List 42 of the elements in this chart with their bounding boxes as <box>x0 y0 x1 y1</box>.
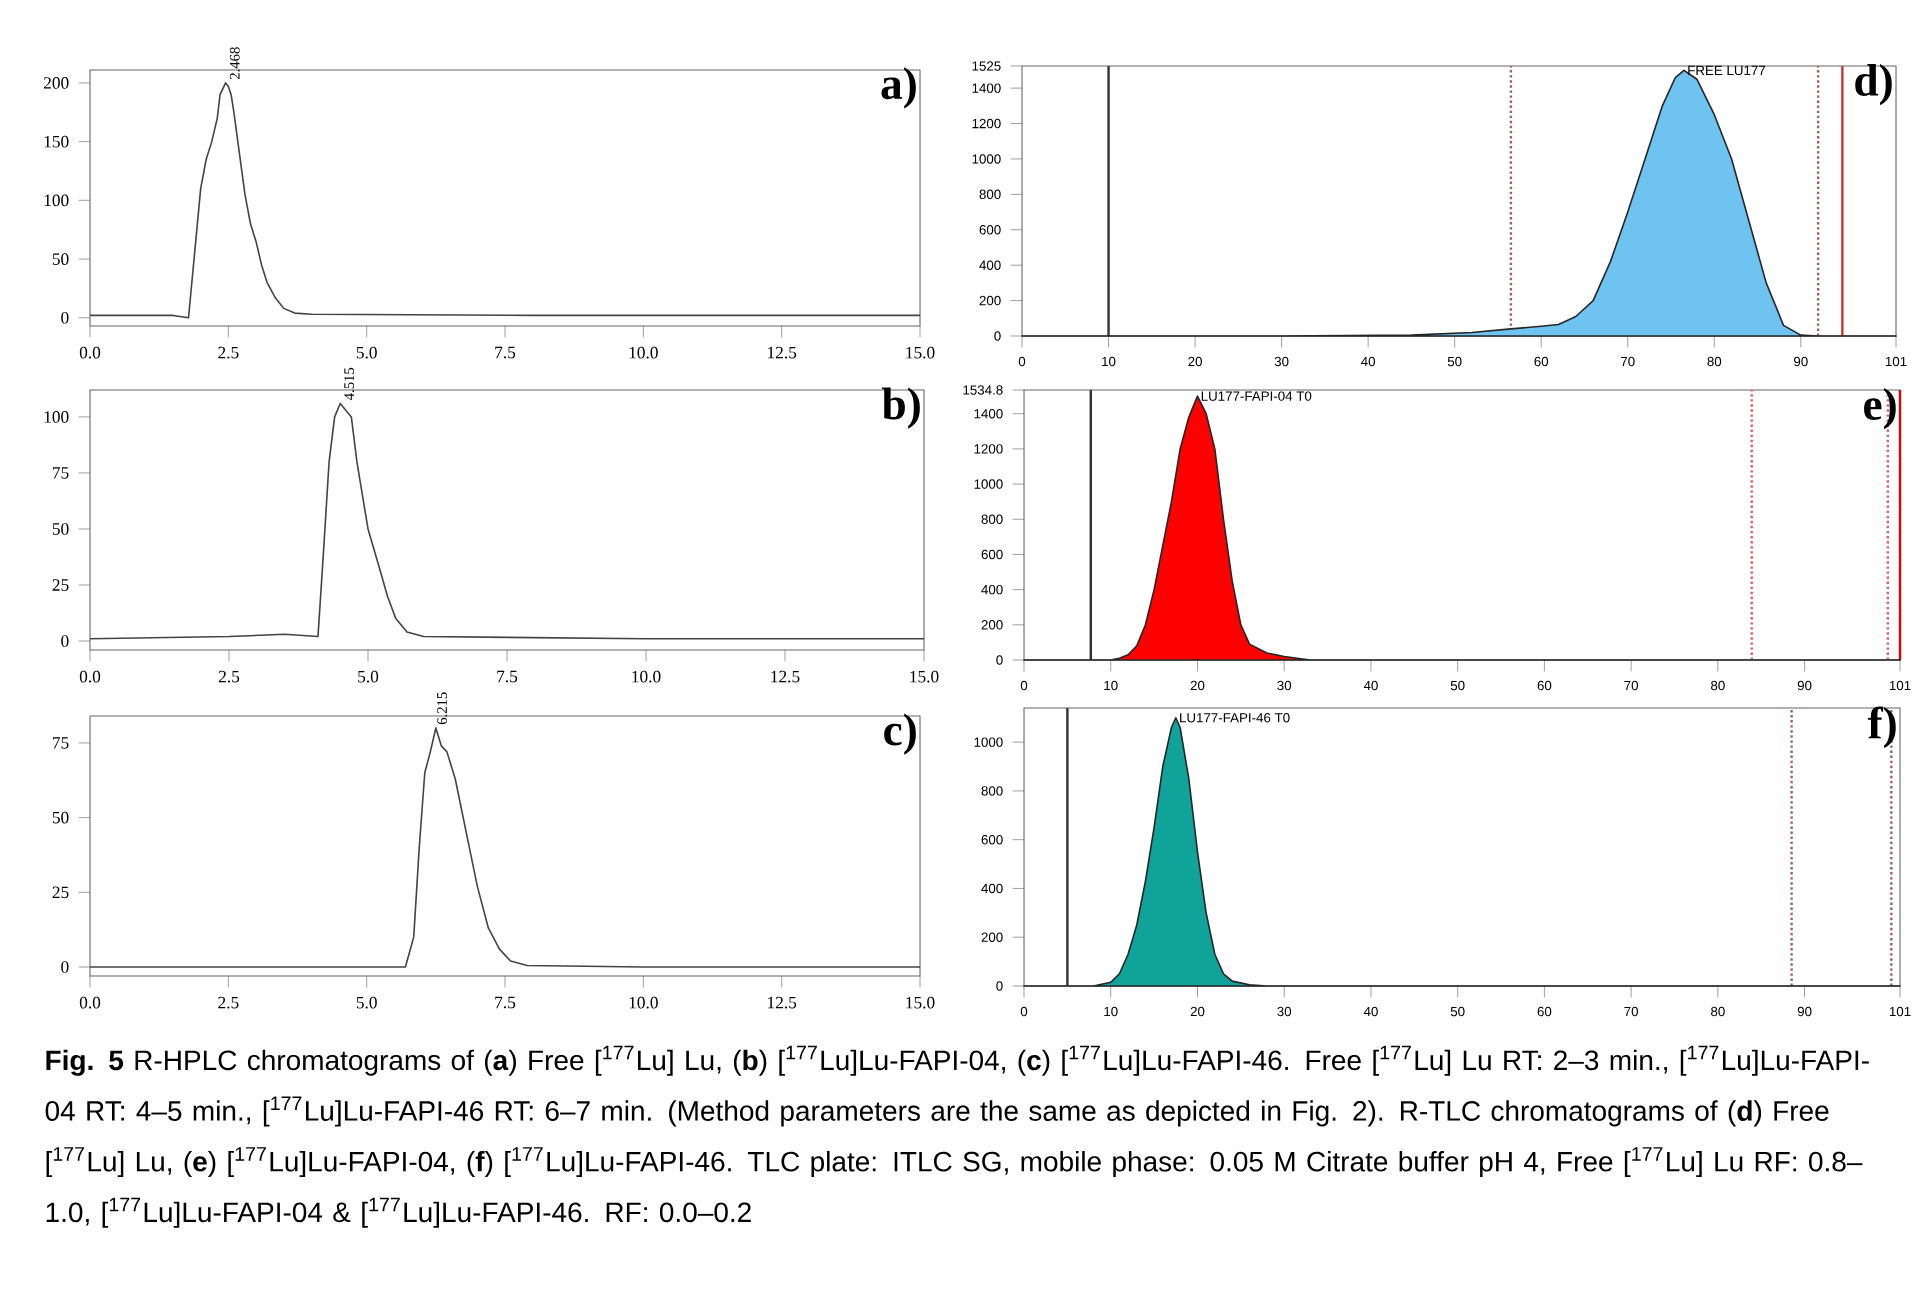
chart-title: a) <box>881 67 916 109</box>
y-tick-label: 0 <box>61 961 69 973</box>
x-tick-label: 0.0 <box>79 346 101 359</box>
x-tick-label: 2.5 <box>218 670 240 683</box>
x-tick-label: 12.5 <box>768 996 797 1009</box>
y-tick-label: 0 <box>61 311 69 324</box>
x-tick-label: 15.0 <box>906 346 935 359</box>
y-tick-label: 100 <box>44 411 69 423</box>
y-tick-label: 200 <box>43 77 69 89</box>
x-tick-label: 0.0 <box>79 996 101 1009</box>
chart-title: e) <box>1864 388 1896 430</box>
chart-title: f) <box>1867 706 1896 748</box>
y-tick-label: 150 <box>44 135 69 148</box>
text: Fig. 5 R-HPLC chromatograms of (a) Free [$^{177}$Lu] Lu, (b) [$^{177}$Lu]Lu-FAPI-04, (c) [$^{177}$Lu]Lu-FAPI-46. Free [$^{177}$Lu] Lu RT: 2–3 min., [$^{177}$Lu]Lu-FAPI-04 RT: 4–5 min., [$^{177}$Lu]Lu-FAPI-46 RT: 6–7 min. (Method parameters are the same as depicted in Fig. 2). R-TLC chromatograms of (d) Free [$^{177}$Lu] Lu, (e) [$^{177}$Lu]Lu-FAPI-04, (f) [$^{177}$Lu]Lu-FAPI-46. TLC plate: ITLC SG, mobile phase: 0.05 M Citrate buffer pH 4, Free [$^{177}$Lu] Lu RF: 0.8–1.0, [$^{177}$Lu]Lu-FAPI-04 & [$^{177}$Lu]Lu-FAPI-46. RF: 0.0–0.2 <box>45 1045 1869 1228</box>
x-tick-label: 2.5 <box>218 996 239 1009</box>
y-tick-label: 100 <box>44 194 69 207</box>
x-tick-label: 10.0 <box>632 670 661 683</box>
y-tick-label: 50 <box>52 523 69 535</box>
x-tick-label: 5.0 <box>356 346 377 359</box>
x-tick-label: 15.0 <box>906 996 935 1009</box>
y-tick-label: 50 <box>52 253 69 265</box>
y-tick-label: 50 <box>52 811 69 824</box>
x-tick-label: 0.0 <box>79 670 101 683</box>
x-tick-label: 12.5 <box>771 670 800 683</box>
x-tick-label: 5.0 <box>356 996 377 1009</box>
y-tick-label: 75 <box>53 467 69 479</box>
y-tick-label: 25 <box>52 886 69 899</box>
x-tick-label: 7.5 <box>497 670 518 683</box>
chart-title: b) <box>882 387 920 429</box>
y-tick-label: 75 <box>53 737 69 749</box>
y-tick-label: 0 <box>61 635 69 647</box>
x-tick-label: 15.0 <box>910 670 939 683</box>
x-tick-label: 12.5 <box>768 346 797 359</box>
x-tick-label: 2.5 <box>218 346 239 359</box>
chart-title: c) <box>884 713 916 755</box>
y-tick-label: 25 <box>52 579 69 591</box>
x-tick-label: 10.0 <box>629 996 658 1009</box>
x-tick-label: 7.5 <box>495 346 516 359</box>
x-tick-label: 10.0 <box>629 346 658 359</box>
x-tick-label: 7.5 <box>495 996 516 1009</box>
chart-title: d) <box>1855 64 1892 106</box>
x-tick-label: 5.0 <box>358 670 379 683</box>
